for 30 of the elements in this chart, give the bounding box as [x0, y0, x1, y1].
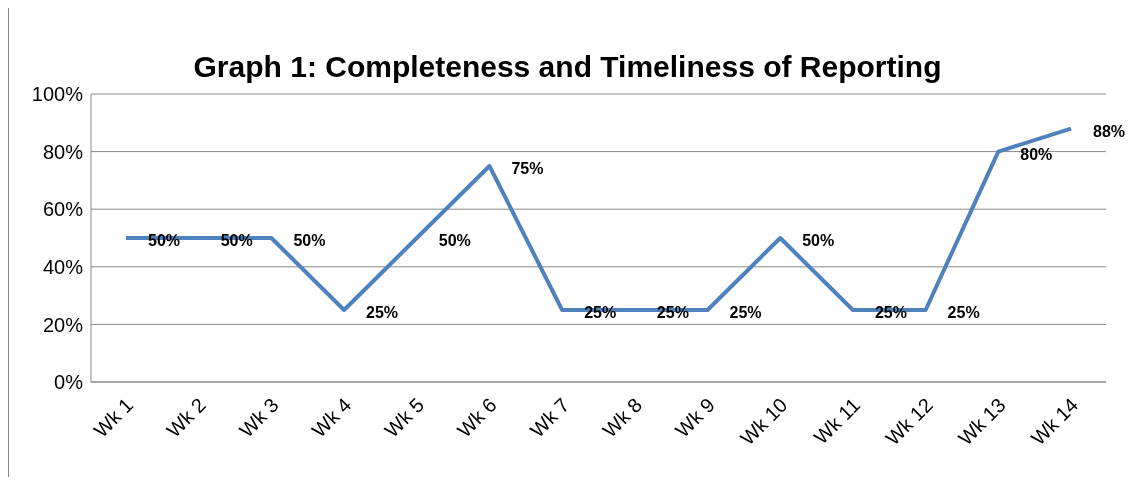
- x-tick-label: Wk 6: [453, 393, 501, 442]
- data-label: 80%: [1020, 145, 1053, 163]
- data-label: 25%: [366, 304, 399, 321]
- data-label: 25%: [729, 304, 762, 321]
- x-tick-label: Wk 7: [525, 393, 574, 442]
- x-tick-label: Wk 2: [162, 393, 211, 442]
- y-tick-label: 0%: [54, 371, 84, 394]
- x-tick-label: Wk 4: [307, 393, 356, 442]
- data-label: 75%: [511, 160, 544, 177]
- x-tick-label: Wk 14: [1026, 393, 1083, 450]
- y-tick-label: 100%: [31, 83, 84, 106]
- x-tick-label: Wk 12: [881, 393, 937, 450]
- data-label: 88%: [1093, 122, 1126, 140]
- x-tick-label: Wk 3: [234, 393, 283, 442]
- y-tick-label: 20%: [42, 313, 84, 336]
- data-label: 50%: [802, 232, 835, 249]
- x-tick-label: Wk 10: [735, 393, 792, 450]
- data-label: 25%: [947, 304, 980, 321]
- chart-title: Graph 1: Completeness and Timeliness of Reporting: [192, 50, 943, 84]
- x-tick-label: Wk 13: [953, 393, 1010, 450]
- x-tick-label: Wk 8: [598, 393, 647, 442]
- data-label: 50%: [293, 232, 326, 249]
- x-tick-label: Wk 5: [380, 393, 429, 442]
- x-tick-label: Wk 9: [671, 393, 719, 442]
- x-tick-label: Wk 11: [809, 393, 865, 449]
- y-tick-label: 40%: [42, 255, 84, 278]
- data-label: 50%: [438, 232, 471, 249]
- y-tick-label: 80%: [42, 140, 84, 163]
- y-tick-label: 60%: [42, 198, 84, 221]
- x-tick-label: Wk 1: [89, 393, 138, 442]
